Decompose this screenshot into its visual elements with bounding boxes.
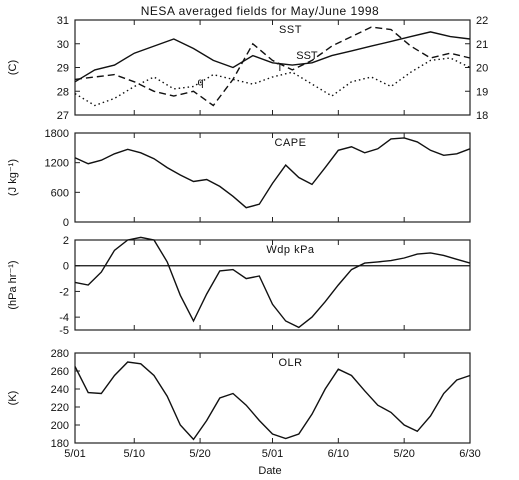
- figure-title: NESA averaged fields for May/June 1998: [141, 4, 379, 18]
- y-tick-label: -2: [59, 286, 69, 298]
- panel-title: SST: [279, 24, 302, 36]
- y-tick-label: 0: [63, 261, 69, 273]
- plot-frame: [74, 19, 471, 116]
- omega-panel: -5-4 -2 0 2 (hPa hr⁻¹) Wdp kPa: [7, 235, 471, 337]
- x-tick-label: 5/10: [124, 448, 145, 460]
- y-tick-label: 220: [51, 402, 69, 414]
- y-tick-label: 0: [63, 217, 69, 229]
- panel-title: OLR: [278, 357, 302, 369]
- y-axis-label: (J kg⁻¹): [7, 159, 19, 196]
- x-tick-label: 5/01: [262, 448, 283, 460]
- x-tick-label: 5/01: [64, 448, 85, 460]
- y-tick-label: 30: [57, 39, 69, 51]
- sst-panel: 27 28 29 30 31 18 19 20 21 22 (C) SST SST q T: [7, 15, 488, 122]
- y-axis-label: (K): [7, 391, 19, 406]
- cape-panel: 0 600 1200 1800 (J kg⁻¹) CAPE: [7, 128, 471, 229]
- x-axis-label: Date: [258, 465, 281, 477]
- series-line-wdp: [74, 236, 471, 329]
- y-tick-label: 28: [57, 86, 69, 98]
- y-tick-label: -4: [59, 312, 69, 324]
- series-line-sst: [74, 31, 471, 83]
- panel-title: CAPE: [275, 137, 307, 149]
- y-tick-label: 31: [57, 15, 69, 27]
- x-tick-label: 5/20: [393, 448, 414, 460]
- series-label: q: [198, 76, 204, 88]
- olr-panel: 180 200 220 240 260 280 (K) OLR: [7, 348, 471, 450]
- y-tick-label: 1200: [45, 158, 69, 170]
- y2-tick-label: 21: [476, 39, 488, 51]
- series-label: T: [277, 62, 284, 74]
- plot-frame: [74, 132, 471, 223]
- series-line-cape: [74, 137, 471, 209]
- x-tick-label: 6/10: [328, 448, 349, 460]
- panel-title: Wdp kPa: [266, 244, 315, 256]
- y2-tick-label: 18: [476, 110, 488, 122]
- y-tick-label: 29: [57, 63, 69, 75]
- series-label: SST: [296, 50, 318, 62]
- y-tick-label: 27: [57, 110, 69, 122]
- y-tick-label: 280: [51, 348, 69, 360]
- x-tick-label: 6/30: [459, 448, 480, 460]
- x-tick-label: 5/20: [189, 448, 210, 460]
- y-tick-label: 260: [51, 366, 69, 378]
- y-tick-label: 2: [63, 235, 69, 247]
- y-tick-label: 240: [51, 384, 69, 396]
- y-tick-label: 600: [51, 187, 69, 199]
- series-line-t: [74, 57, 471, 107]
- series-line-q: [74, 26, 471, 107]
- y2-tick-label: 19: [476, 86, 488, 98]
- y-axis-label: (hPa hr⁻¹): [7, 260, 19, 309]
- plot-frame: [74, 352, 471, 444]
- y-axis-label: (C): [7, 60, 19, 75]
- x-tick-labels: 5/01 5/10 5/20 5/01 6/10 5/20 6/30: [64, 448, 480, 460]
- y-tick-label: 1800: [45, 128, 69, 140]
- y-tick-label: 200: [51, 420, 69, 432]
- y2-tick-label: 20: [476, 63, 488, 75]
- series-line-olr: [74, 361, 471, 441]
- y-tick-label: -5: [59, 325, 69, 337]
- y-tick-label: 180: [51, 438, 69, 450]
- y2-tick-label: 22: [476, 15, 488, 27]
